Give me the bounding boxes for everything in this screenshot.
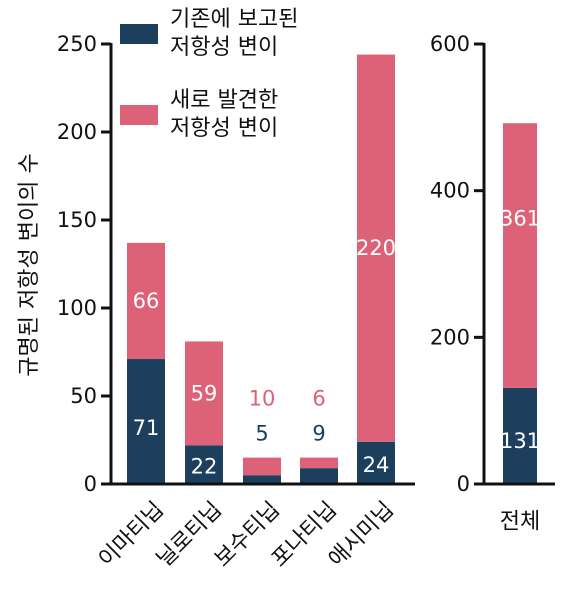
legend-label-new-line2: 저항성 변이 (170, 116, 278, 141)
left-bars (127, 54, 395, 484)
category-label: 전체 (500, 510, 540, 535)
data-label-new: 10 (249, 387, 276, 411)
data-label-new: 220 (356, 236, 396, 260)
legend-label-known-line2: 저항성 변이 (170, 35, 278, 60)
legend-swatch-known (120, 24, 158, 44)
data-label-known: 5 (255, 422, 268, 446)
bar-new (503, 123, 537, 388)
data-label-known: 22 (191, 455, 218, 479)
data-label-new: 66 (133, 289, 160, 313)
legend-label-new-line1: 새로 발견한 (170, 88, 278, 113)
y-tick-label: 600 (430, 32, 470, 56)
data-label-new: 6 (312, 387, 325, 411)
right-bars (503, 123, 537, 484)
right-data-labels: 131 361 (500, 207, 540, 453)
bar-known (185, 445, 223, 484)
bar-known (503, 387, 537, 484)
bar-known (243, 475, 281, 484)
legend: 기존에 보고된 저항성 변이 새로 발견한 저항성 변이 (120, 7, 298, 141)
y-tick-label: 0 (457, 472, 470, 496)
bar-known (300, 468, 338, 484)
bar-new (300, 457, 338, 469)
y-tick-label: 200 (430, 325, 470, 349)
bar-new (243, 457, 281, 476)
legend-label-known-line1: 기존에 보고된 (170, 7, 298, 32)
y-tick-label: 0 (84, 472, 97, 496)
data-label-known: 71 (133, 416, 160, 440)
bar-new (357, 54, 395, 442)
data-label-new: 361 (500, 207, 540, 231)
data-label-known: 24 (363, 453, 390, 477)
left-y-ticks: 0 50 100 150 200 250 (57, 32, 111, 496)
legend-swatch-new (120, 105, 158, 125)
y-tick-label: 200 (57, 120, 97, 144)
y-axis-title: 규명된 저항성 변이의 수 (17, 153, 42, 376)
y-tick-label: 400 (430, 179, 470, 203)
data-label-known: 131 (500, 429, 540, 453)
right-y-ticks: 0 200 400 600 (430, 32, 484, 496)
bar-known (357, 441, 395, 484)
bar-known (127, 359, 165, 484)
left-data-labels: 71 66 22 59 5 10 9 6 24 220 (133, 236, 396, 478)
y-tick-label: 250 (57, 32, 97, 56)
y-tick-label: 100 (57, 296, 97, 320)
left-chart: 규명된 저항성 변이의 수 0 50 100 150 200 250 71 66 22 59 5 1… (17, 32, 415, 572)
right-chart: 0 200 400 600 131 361 전체 (430, 32, 555, 535)
y-tick-label: 150 (57, 208, 97, 232)
bar-new (127, 242, 165, 360)
right-category-labels: 전체 (500, 510, 540, 535)
data-label-known: 9 (312, 422, 325, 446)
y-tick-label: 50 (70, 384, 97, 408)
bar-new (185, 341, 223, 446)
data-label-new: 59 (191, 381, 218, 405)
